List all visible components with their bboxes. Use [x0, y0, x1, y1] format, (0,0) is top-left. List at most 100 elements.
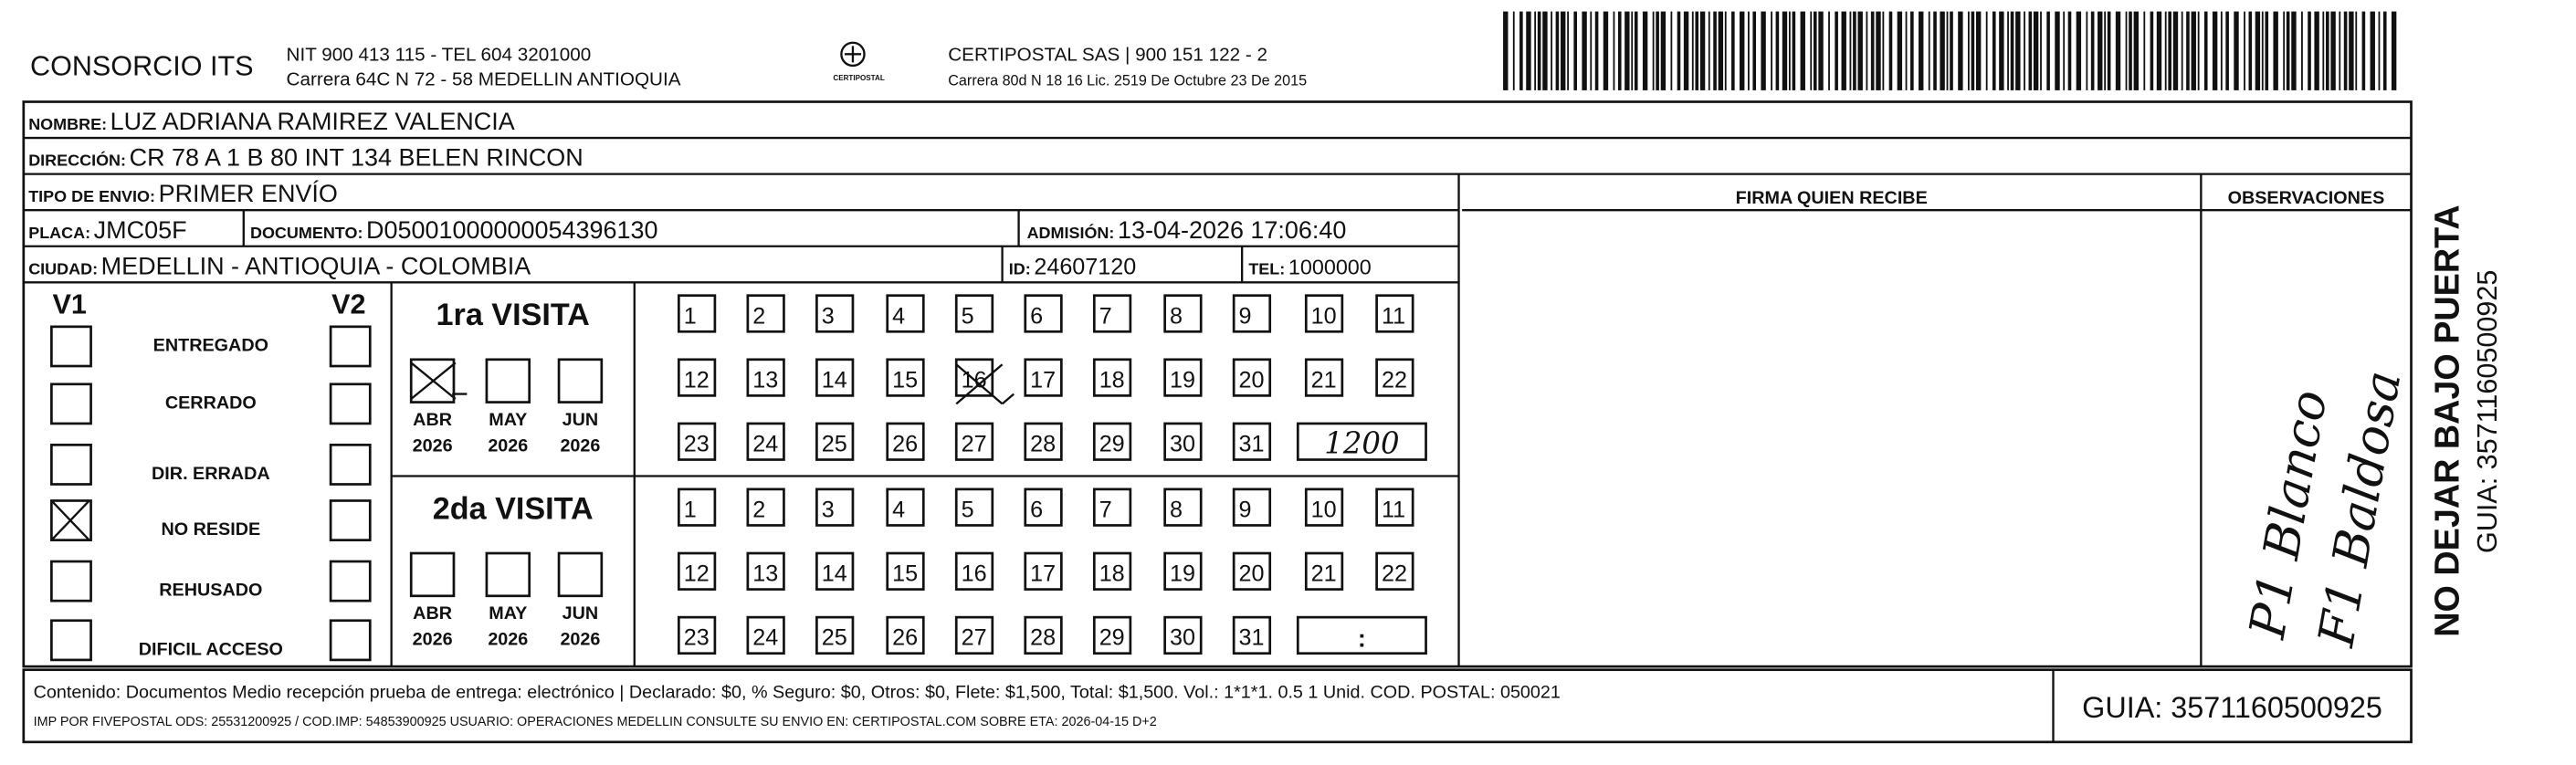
barcode-bar: [1782, 11, 1788, 90]
barcode-bar: [1771, 11, 1772, 90]
day-label: 17: [1030, 367, 1056, 393]
barcode-bar: [1933, 11, 1937, 90]
barcode-bar: [2255, 11, 2261, 90]
barcode-bar: [1841, 11, 1846, 90]
day-box: [1163, 551, 1203, 591]
barcode-bar: [2197, 11, 2200, 90]
barcode-bar: [1971, 11, 1975, 90]
barcode-bar: [2349, 11, 2354, 90]
barcode-bar: [2010, 11, 2014, 90]
field: DIRECCIÓN: CR 78 A 1 B 80 INT 134 BELEN R…: [28, 144, 584, 172]
barcode-bar: [2150, 11, 2154, 90]
field-value: 1000000: [1288, 255, 1372, 278]
barcode-bar: [2248, 11, 2253, 90]
field-label: NOMBRE:: [28, 115, 107, 133]
field-label: TIPO DE ENVIO:: [28, 187, 155, 205]
checkbox: [50, 443, 92, 486]
month-label: MAY: [489, 410, 527, 430]
checkbox: [50, 325, 92, 368]
day-box: [677, 294, 717, 333]
day-box: [815, 551, 855, 591]
day-label: 25: [822, 625, 847, 651]
day-box: [1375, 487, 1414, 527]
day-box: [886, 487, 925, 527]
barcode-bar: [2330, 11, 2336, 90]
day-box: [886, 358, 925, 397]
day-box: [886, 551, 925, 591]
day-label: 11: [1382, 497, 1405, 522]
barcode-bar: [2355, 11, 2358, 90]
carrier-license: Carrera 80d N 18 16 Lic. 2519 De Octubre…: [948, 73, 1307, 89]
barcode-bar: [1999, 11, 2004, 90]
barcode-bar: [2055, 11, 2060, 90]
barcode-bar: [1642, 11, 1648, 90]
barcode-bar: [2286, 11, 2290, 90]
barcode-bar: [2301, 11, 2303, 90]
barcode-bar: [1512, 11, 1515, 90]
day-box: [1092, 615, 1132, 655]
day-box: [1232, 358, 1272, 397]
barcode-bar: [2067, 11, 2072, 90]
day-box: [954, 294, 994, 333]
field-label: PLACA:: [28, 224, 90, 242]
barcode-bar: [2107, 11, 2111, 90]
day-label: 9: [1239, 303, 1252, 329]
barcode-bar: [2172, 11, 2179, 90]
day-box: [677, 358, 717, 397]
day-label: 15: [892, 367, 918, 393]
year-label: 2026: [488, 436, 528, 456]
frame: [22, 100, 2413, 668]
checkbox: [329, 382, 372, 425]
field-value: PRIMER ENVÍO: [159, 180, 338, 207]
barcode-bar: [1561, 11, 1566, 90]
barcode-bar: [2343, 11, 2348, 90]
day-box: [1232, 487, 1272, 527]
day-box: [954, 422, 994, 461]
day-box: [1092, 294, 1132, 333]
field-value: LUZ ADRIANA RAMIREZ VALENCIA: [110, 108, 515, 135]
barcode-bar: [1849, 11, 1852, 90]
month-box: [485, 358, 531, 403]
barcode: [1503, 11, 2397, 90]
day-label: 1: [684, 303, 697, 329]
barcode-bar: [1910, 11, 1914, 90]
day-label: 4: [892, 497, 905, 522]
checkbox: [50, 499, 92, 541]
day-box: [677, 422, 717, 461]
barcode-bar: [1897, 11, 1903, 90]
field-value: D05001000000054396130: [366, 216, 657, 244]
day-label: 1: [684, 497, 697, 522]
field: CIUDAD: MEDELLIN - ANTIOQUIA - COLOMBIA: [28, 252, 531, 279]
barcode-bar: [2244, 11, 2245, 90]
day-label: 21: [1311, 561, 1337, 587]
field-value: 13-04-2026 17:06:40: [1118, 216, 1346, 244]
time-box: [1296, 422, 1427, 461]
day-box: [1232, 422, 1272, 461]
day-label: 4: [892, 303, 905, 329]
day-box: [954, 358, 994, 397]
field-label: CIUDAD:: [28, 259, 98, 278]
day-label: 19: [1170, 561, 1195, 587]
barcode-bar: [1691, 11, 1694, 90]
day-box: [1232, 294, 1272, 333]
barcode-bar: [1985, 11, 1988, 90]
barcode-bar: [1582, 11, 1587, 90]
month-box: [409, 358, 456, 403]
field-value: 24607120: [1034, 254, 1136, 279]
barcode-bar: [1775, 11, 1780, 90]
checkbox: [50, 382, 92, 425]
day-label: 11: [1382, 303, 1405, 329]
day-label: 18: [1099, 561, 1125, 587]
day-label: 27: [962, 625, 987, 651]
day-box: [1375, 294, 1414, 333]
barcode-bar: [2273, 11, 2278, 90]
barcode-bar: [2115, 11, 2121, 90]
barcode-bar: [2046, 11, 2050, 90]
day-box: [815, 294, 855, 333]
day-label: 27: [962, 432, 987, 457]
barcode-bar: [2098, 11, 2103, 90]
barcode-bar: [2370, 11, 2375, 90]
status-option: REHUSADO: [159, 581, 262, 601]
barcode-bar: [1617, 11, 1622, 90]
day-label: 6: [1030, 303, 1043, 329]
